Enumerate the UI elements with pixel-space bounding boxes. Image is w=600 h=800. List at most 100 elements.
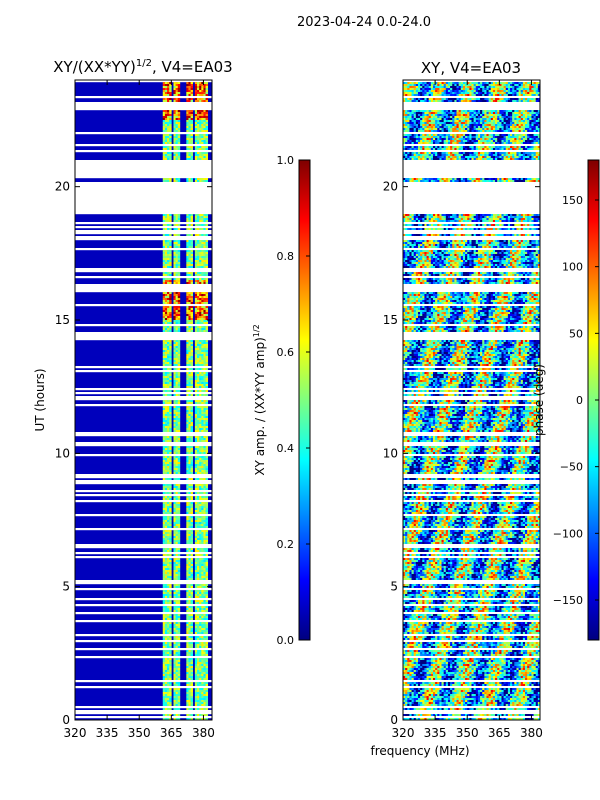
heatmap-cell <box>403 82 406 85</box>
heatmap-cell <box>173 460 176 463</box>
heatmap-cell <box>190 450 194 453</box>
heatmap-cell <box>522 86 526 89</box>
heatmap-cell <box>188 422 191 425</box>
heatmap-cell <box>164 492 168 495</box>
heatmap-cell <box>169 448 172 451</box>
heatmap-cell <box>417 126 421 129</box>
heatmap-cell <box>162 436 166 439</box>
heatmap-cell <box>167 642 170 645</box>
heatmap-cell <box>175 114 179 117</box>
heatmap-cell <box>194 134 198 137</box>
heatmap-cell <box>495 100 498 103</box>
heatmap-cell <box>188 320 191 323</box>
heatmap-cell <box>188 262 191 265</box>
heatmap-cell <box>507 116 511 119</box>
heatmap-cell <box>205 408 209 411</box>
flagged-row <box>75 528 212 531</box>
heatmap-cell <box>194 148 198 151</box>
heatmap-cell <box>465 84 468 87</box>
heatmap-cell <box>173 400 176 403</box>
heatmap-cell <box>492 88 496 91</box>
heatmap-cell <box>447 88 451 91</box>
heatmap-cell <box>173 414 176 417</box>
heatmap-cell <box>205 704 209 707</box>
heatmap-cell <box>467 120 470 123</box>
heatmap-cell <box>177 568 181 571</box>
heatmap-cell <box>201 408 204 411</box>
heatmap-cell <box>529 92 532 95</box>
heatmap-cell <box>167 574 170 577</box>
heatmap-cell <box>488 82 492 85</box>
heatmap-cell <box>164 410 168 413</box>
heatmap-cell <box>194 662 198 665</box>
heatmap-cell <box>175 568 179 571</box>
heatmap-cell <box>205 570 209 573</box>
heatmap-cell <box>175 430 179 433</box>
heatmap-cell <box>462 82 466 85</box>
heatmap-cell <box>413 98 417 101</box>
heatmap-cell <box>203 86 206 89</box>
heatmap-cell <box>522 92 526 95</box>
heatmap-cell <box>197 360 200 363</box>
heatmap-cell <box>432 118 436 121</box>
heatmap-cell <box>194 668 198 671</box>
heatmap-cell <box>173 428 176 431</box>
flagged-row <box>75 640 212 643</box>
heatmap-cell <box>522 126 526 129</box>
heatmap-cell <box>190 532 194 535</box>
heatmap-cell <box>201 346 204 349</box>
heatmap-cell <box>197 414 200 417</box>
heatmap-cell <box>177 400 181 403</box>
heatmap-cell <box>445 82 449 85</box>
heatmap-cell <box>175 88 179 91</box>
heatmap-cell <box>162 328 166 331</box>
heatmap-cell <box>413 90 417 93</box>
heatmap-cell <box>203 688 206 691</box>
heatmap-cell <box>454 112 457 115</box>
heatmap-cell <box>194 418 198 421</box>
heatmap-cell <box>484 122 487 125</box>
heatmap-cell <box>503 90 507 93</box>
heatmap-cell <box>188 718 191 720</box>
heatmap-cell <box>175 564 179 567</box>
heatmap-cell <box>477 120 481 123</box>
heatmap-cell <box>420 124 423 127</box>
heatmap-cell <box>194 326 198 329</box>
heatmap-cell <box>456 120 459 123</box>
heatmap-cell <box>435 128 438 131</box>
heatmap-cell <box>203 148 206 151</box>
heatmap-cell <box>194 526 198 529</box>
heatmap-cell <box>177 472 181 475</box>
heatmap-cell <box>512 124 515 127</box>
heatmap-cell <box>505 84 509 87</box>
heatmap-cell <box>197 626 200 629</box>
heatmap-cell <box>507 110 511 113</box>
heatmap-cell <box>186 610 189 613</box>
heatmap-cell <box>499 86 502 89</box>
heatmap-cell <box>167 128 170 131</box>
heatmap-cell <box>205 100 209 103</box>
heatmap-cell <box>201 606 204 609</box>
heatmap-cell <box>188 84 191 87</box>
heatmap-cell <box>203 130 206 133</box>
heatmap-cell <box>188 360 191 363</box>
heatmap-cell <box>164 300 168 303</box>
heatmap-cell <box>167 698 170 701</box>
heatmap-cell <box>190 560 194 563</box>
heatmap-cell <box>162 446 166 449</box>
heatmap-cell <box>486 130 489 133</box>
heatmap-cell <box>194 594 198 597</box>
heatmap-cell <box>177 614 181 617</box>
heatmap-cell <box>465 94 468 97</box>
heatmap-cell <box>537 86 540 89</box>
heatmap-cell <box>443 94 447 97</box>
heatmap-cell <box>480 110 483 113</box>
heatmap-cell <box>164 572 168 575</box>
heatmap-cell <box>188 142 191 145</box>
heatmap-cell <box>452 122 455 125</box>
heatmap-cell <box>473 112 477 115</box>
heatmap-cell <box>188 86 191 89</box>
heatmap-cell <box>188 386 191 389</box>
heatmap-cell <box>199 88 202 91</box>
heatmap-cell <box>164 462 168 465</box>
